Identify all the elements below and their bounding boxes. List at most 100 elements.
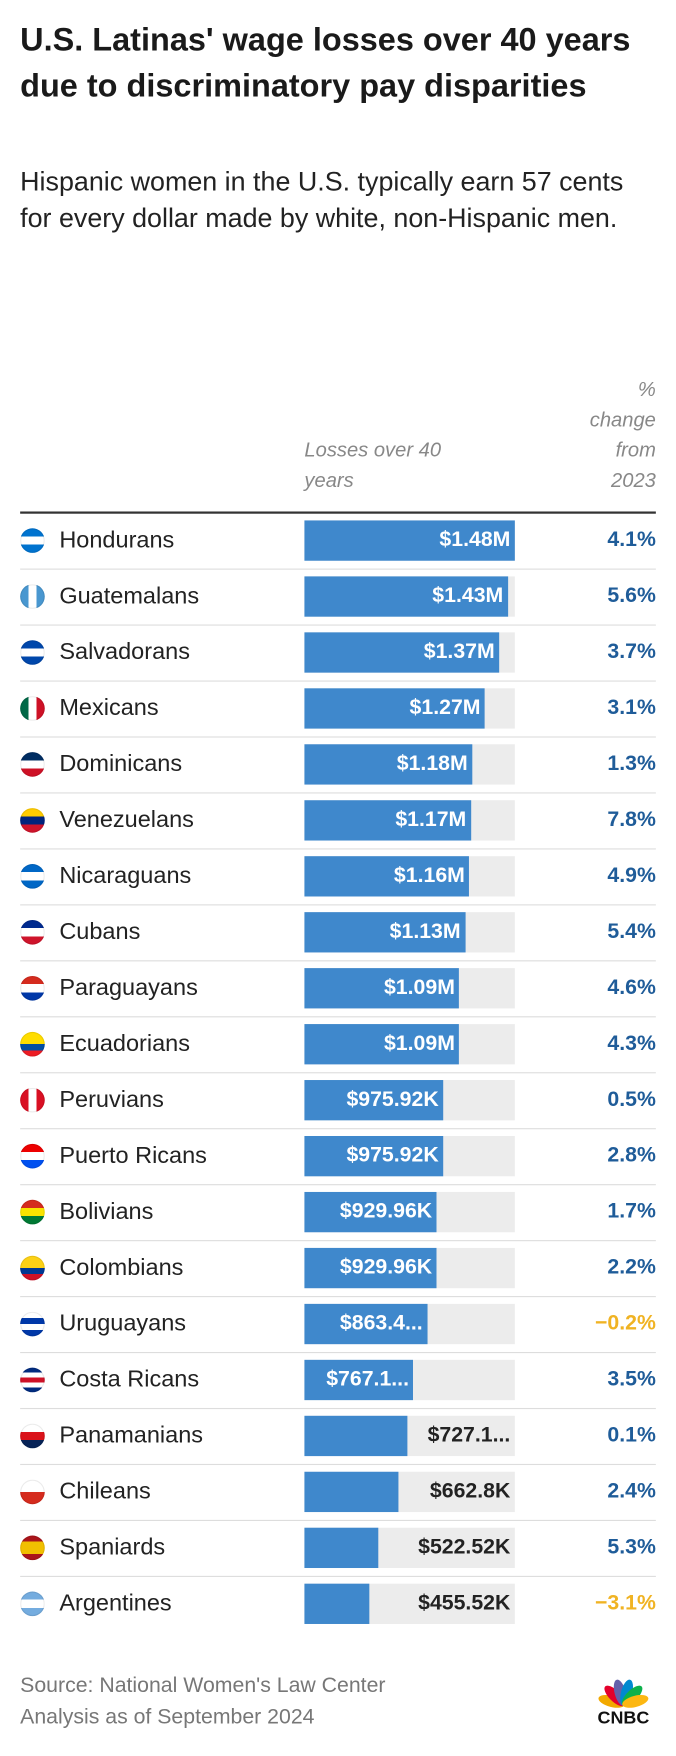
logo-text: CNBC bbox=[597, 1709, 650, 1729]
value-label: $1.17M bbox=[395, 808, 467, 832]
row-label: Uruguayans bbox=[59, 1310, 187, 1337]
row-rule bbox=[20, 792, 656, 794]
flag-icon bbox=[20, 1535, 45, 1561]
flag-icon bbox=[20, 1031, 45, 1057]
change-label: 4.3% bbox=[607, 1031, 656, 1056]
flag-icon bbox=[20, 975, 45, 1001]
value-label: $1.18M bbox=[396, 752, 468, 776]
value-label: $929.96K bbox=[339, 1199, 433, 1224]
row-rule bbox=[20, 960, 656, 962]
row-label: Ecuadorians bbox=[59, 1030, 190, 1057]
value-label: $975.92K bbox=[346, 1143, 439, 1168]
bar bbox=[304, 632, 500, 673]
value-label: $522.52K bbox=[418, 1535, 511, 1560]
row-rule bbox=[20, 1352, 656, 1354]
bar bbox=[304, 1359, 414, 1401]
bar bbox=[304, 1583, 370, 1624]
flag-icon bbox=[20, 1423, 45, 1449]
row-label: Colombians bbox=[59, 1254, 184, 1281]
flag-icon bbox=[20, 1311, 45, 1337]
row-label: Nicaraguans bbox=[59, 862, 192, 889]
bar bbox=[304, 1415, 408, 1457]
row-label: Paraguayans bbox=[59, 974, 198, 1001]
value-label: $662.8K bbox=[429, 1479, 511, 1504]
logo-icon bbox=[598, 1679, 649, 1708]
value-label: $929.96K bbox=[339, 1255, 433, 1280]
row-rule bbox=[20, 1519, 656, 1522]
row-label: Bolivians bbox=[59, 1198, 154, 1225]
flag-icon bbox=[20, 1087, 45, 1113]
change-label: 4.1% bbox=[607, 528, 656, 552]
bar bbox=[304, 688, 485, 729]
bar bbox=[304, 800, 471, 841]
change-label: 1.3% bbox=[607, 752, 656, 776]
flag-icon bbox=[20, 584, 45, 609]
change-label: 5.6% bbox=[607, 584, 656, 608]
row-label: Salvadorans bbox=[59, 639, 190, 665]
row-rule bbox=[20, 1128, 656, 1130]
row-rule bbox=[20, 568, 656, 570]
row-label: Venezuelans bbox=[59, 806, 194, 833]
value-label: $1.27M bbox=[409, 696, 481, 720]
row-label: Mexicans bbox=[59, 695, 159, 721]
value-label: $1.48M bbox=[439, 528, 511, 552]
bar bbox=[304, 744, 473, 785]
bar bbox=[304, 912, 466, 953]
source: Source: National Women's Law Center bbox=[20, 1674, 386, 1698]
row-label: Argentines bbox=[59, 1590, 172, 1617]
value-label: $767.1... bbox=[326, 1367, 410, 1392]
flag-icon bbox=[20, 1479, 45, 1505]
change-label: 2.8% bbox=[607, 1143, 656, 1168]
change-label: −0.2% bbox=[594, 1311, 656, 1336]
row-rule bbox=[20, 1016, 656, 1018]
bar bbox=[304, 520, 515, 561]
row-rule bbox=[20, 1463, 656, 1466]
bar bbox=[304, 1303, 428, 1345]
row-rule bbox=[20, 1240, 656, 1242]
row-rule bbox=[20, 1296, 656, 1298]
value-label: $1.16M bbox=[393, 864, 465, 888]
change-label: 0.1% bbox=[607, 1423, 656, 1448]
bar bbox=[304, 576, 508, 617]
flag-icon bbox=[20, 752, 45, 777]
row-label: Guatemalans bbox=[59, 583, 200, 609]
row-label: Hondurans bbox=[59, 527, 175, 553]
change-label: 2.4% bbox=[607, 1479, 656, 1504]
flag-icon bbox=[20, 640, 45, 665]
row-rule bbox=[20, 848, 656, 850]
chart-subtitle: Hispanic women in the U.S. typically ear… bbox=[20, 166, 624, 234]
row-rule bbox=[20, 680, 656, 682]
flag-icon bbox=[20, 1367, 45, 1393]
change-label: 0.5% bbox=[607, 1087, 656, 1112]
bar bbox=[304, 856, 470, 897]
flag-icon bbox=[20, 919, 45, 945]
flag-icon bbox=[20, 864, 45, 889]
row-label: Spaniards bbox=[59, 1534, 166, 1561]
row-label: Costa Ricans bbox=[59, 1366, 200, 1393]
header-rule bbox=[20, 511, 656, 514]
bar bbox=[304, 1471, 399, 1513]
value-label: $1.13M bbox=[389, 919, 461, 944]
change-label: 1.7% bbox=[607, 1199, 656, 1224]
value-label: $1.09M bbox=[383, 975, 455, 1000]
bar bbox=[304, 1135, 444, 1177]
change-label: 4.9% bbox=[607, 864, 656, 888]
flag-icon bbox=[20, 528, 45, 553]
bar bbox=[304, 1191, 437, 1233]
value-label: $863.4... bbox=[339, 1311, 423, 1336]
flag-icon bbox=[20, 1255, 45, 1281]
change-label: 2.2% bbox=[607, 1255, 656, 1280]
change-label: 3.1% bbox=[607, 696, 656, 720]
change-label: 3.5% bbox=[607, 1367, 656, 1392]
bar bbox=[304, 1024, 460, 1065]
bar bbox=[304, 1247, 437, 1289]
row-label: Peruvians bbox=[59, 1086, 164, 1113]
value-label: $455.52K bbox=[418, 1591, 511, 1616]
row-label: Dominicans bbox=[59, 750, 183, 777]
chart-title: U.S. Latinas' wage losses over 40 years … bbox=[20, 22, 631, 105]
row-label: Panamanians bbox=[59, 1422, 204, 1449]
row-label: Cubans bbox=[59, 918, 141, 945]
row-rule bbox=[20, 904, 656, 906]
row-label: Puerto Ricans bbox=[59, 1142, 207, 1169]
